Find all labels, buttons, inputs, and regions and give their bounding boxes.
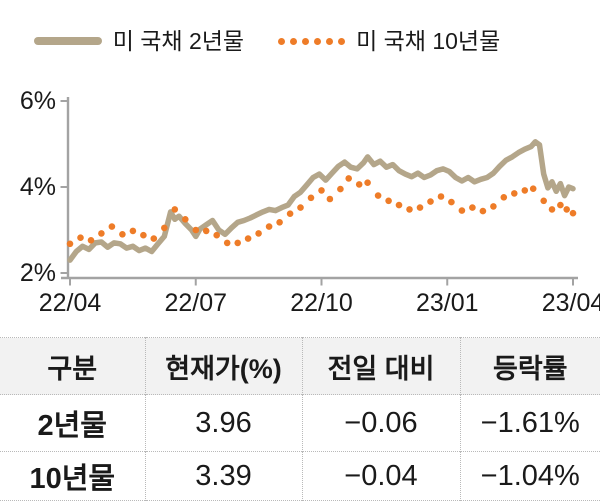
series-10y-dot	[276, 219, 283, 226]
legend-dot	[290, 37, 298, 45]
legend-dot	[302, 37, 310, 45]
series-10y-dot	[77, 234, 84, 241]
table-row-2y: 2년물 3.96 −0.06 −1.61%	[0, 394, 600, 452]
value-10y-current: 3.39	[145, 451, 303, 501]
y-tick-label: 6%	[19, 87, 56, 115]
legend-dot	[326, 37, 334, 45]
chart-legend: 미 국채 2년물 미 국채 10년물	[0, 24, 600, 58]
series-10y-dot	[318, 187, 325, 194]
series-10y-dot	[213, 231, 220, 239]
col-header-category: 구분	[0, 337, 146, 395]
series-10y-dot	[182, 216, 189, 223]
value-10y-day-change: −0.04	[302, 451, 461, 501]
value-10y-change-rate: −1.04%	[480, 459, 580, 492]
value-2y-change-rate: −1.61%	[480, 406, 580, 439]
series-10y-dot	[500, 194, 508, 201]
series-10y-dot	[458, 207, 466, 214]
series-10y-dot	[129, 227, 137, 235]
series-10y-dot	[448, 198, 455, 206]
y-tick-label: 2%	[19, 259, 56, 287]
series-10y-dot	[140, 231, 147, 239]
series-10y-dot	[521, 187, 529, 194]
x-tick-label: 22/10	[290, 289, 353, 317]
value-2y-day-change: −0.06	[302, 394, 461, 452]
legend-dot	[278, 37, 286, 45]
legend-item-2y: 미 국채 2년물	[33, 27, 245, 54]
legend-dot	[338, 37, 346, 45]
series-10y-dot	[150, 235, 158, 242]
series-10y-dot	[511, 190, 518, 197]
series-10y-dot	[265, 223, 273, 230]
series-10y-dot	[529, 185, 537, 192]
series-10y-dot	[437, 193, 445, 200]
col-header-current-price: 현재가(%)	[145, 337, 303, 395]
series-10y-dot	[337, 185, 344, 193]
series-10y-dot	[192, 226, 200, 234]
series-10y-dot	[286, 210, 294, 217]
value-2y-current: 3.96	[145, 394, 303, 452]
series-10y-dot	[490, 203, 497, 210]
x-tick-label: 23/01	[415, 289, 479, 317]
series-10y-dot	[540, 197, 547, 205]
series-10y-dot	[355, 181, 363, 188]
series-10y-dot	[548, 206, 556, 213]
dotted-line-swatch	[278, 37, 346, 45]
series-10y-dot	[406, 206, 413, 213]
series-10y-dot	[297, 204, 304, 211]
series-10y-dot	[385, 197, 392, 205]
series-10y-dot	[569, 209, 577, 217]
series-2y-line	[67, 139, 576, 263]
series-10y-dot	[364, 179, 371, 186]
series-10y-dot	[374, 192, 382, 199]
series-10y-dot	[223, 239, 231, 247]
series-10y-dot	[202, 227, 210, 235]
y-tick-label: 4%	[19, 173, 56, 201]
series-10y-dot	[479, 207, 487, 215]
row-label-10y: 10년물	[0, 451, 146, 501]
x-tick-label: 22/04	[38, 289, 102, 317]
series-10y-dot	[161, 224, 168, 232]
series-10y-dot	[171, 206, 179, 213]
series-10y-dot	[427, 198, 434, 205]
solid-line-swatch	[33, 37, 102, 45]
table-header-row: 구분 현재가(%) 전일 대비 등락률	[0, 337, 600, 395]
bond-table: 구분 현재가(%) 전일 대비 등락률 2년물 3.96 −0.06 −1.61…	[0, 337, 600, 501]
series-10y-dot	[244, 235, 252, 242]
col-header-day-change: 전일 대비	[302, 337, 461, 395]
series-10y-dot	[416, 204, 424, 211]
series-10y-dot	[395, 201, 403, 209]
x-tick-label: 22/07	[164, 289, 228, 317]
series-10y-dot	[66, 240, 74, 248]
series-10y-dot	[563, 206, 570, 213]
series-10y-dot	[234, 239, 241, 247]
series-10y-dot	[255, 230, 262, 237]
series-10y-dot	[307, 194, 315, 202]
table-row-10y: 10년물 3.39 −0.04 −1.04%	[0, 451, 600, 501]
series-10y-dot	[469, 204, 476, 211]
legend-label-2y: 미 국채 2년물	[112, 27, 245, 54]
legend-dot	[314, 37, 322, 45]
series-10y-dot	[345, 175, 353, 182]
series-10y-dot	[87, 237, 95, 244]
col-header-change-rate: 등락률	[460, 337, 600, 395]
legend-item-10y: 미 국채 10년물	[278, 27, 501, 54]
series-10y-dot	[326, 195, 334, 203]
series-10y-dot	[557, 201, 564, 209]
series-10y-dot	[108, 223, 116, 230]
series-10y-dot	[98, 230, 105, 237]
x-tick-label: 23/04	[541, 289, 600, 317]
row-label-2y: 2년물	[0, 394, 146, 452]
legend-label-10y: 미 국채 10년물	[356, 27, 501, 54]
series-10y-dot	[119, 231, 126, 238]
